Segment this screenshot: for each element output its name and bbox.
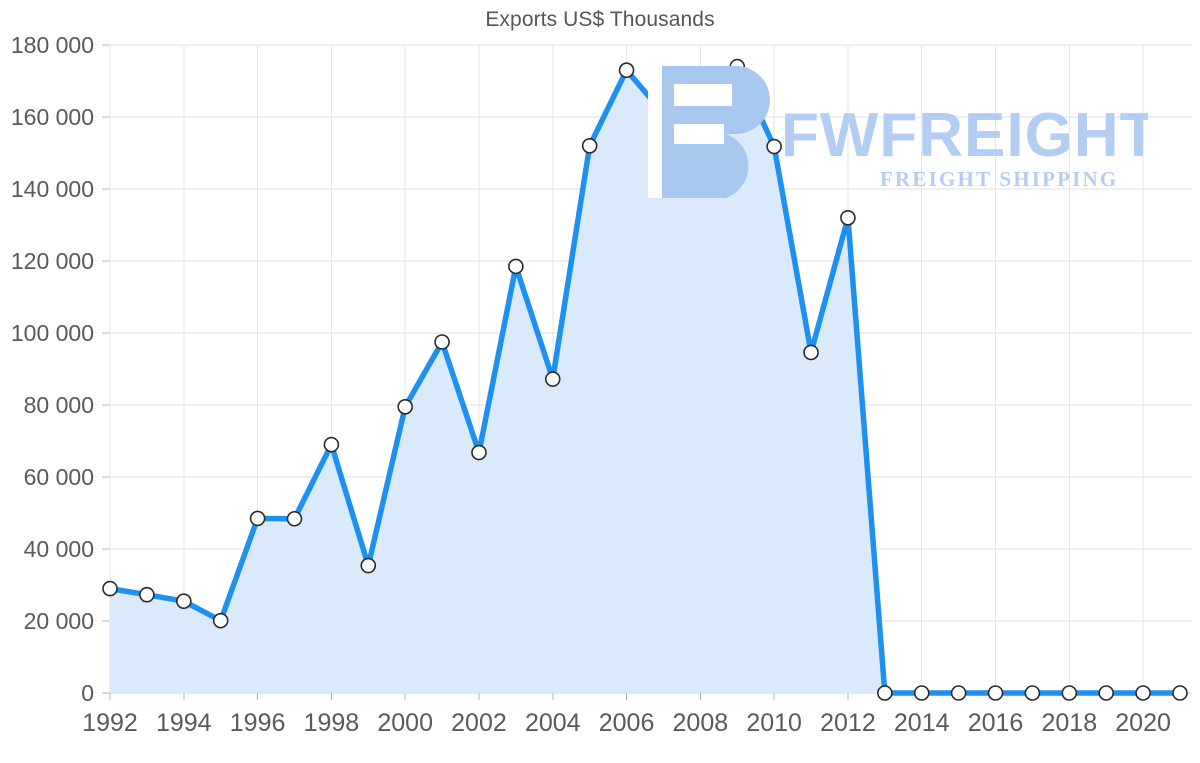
x-tick-label: 2002 bbox=[451, 709, 507, 737]
data-point bbox=[987, 685, 1004, 701]
x-tick-label: 2010 bbox=[746, 709, 802, 737]
data-point bbox=[581, 138, 598, 154]
data-point bbox=[323, 436, 340, 453]
data-point bbox=[692, 173, 709, 189]
y-tick-label: 0 bbox=[81, 680, 94, 706]
data-point bbox=[1061, 685, 1078, 701]
data-point bbox=[840, 210, 856, 226]
data-point bbox=[1135, 685, 1151, 701]
data-point bbox=[1098, 685, 1115, 701]
data-point bbox=[249, 510, 266, 527]
y-tick-label: 80 000 bbox=[24, 392, 94, 418]
series-area bbox=[110, 66, 1180, 694]
data-point bbox=[434, 334, 450, 350]
data-point bbox=[508, 258, 524, 275]
x-axis-tick-labels: 1992 1994 1996 1998 2000 2002 2004 2006 2008 2010… bbox=[82, 709, 1171, 737]
data-point bbox=[950, 685, 967, 701]
y-tick-label: 160 000 bbox=[11, 104, 94, 130]
y-tick-label: 60 000 bbox=[24, 464, 94, 490]
data-point bbox=[102, 580, 118, 597]
data-point bbox=[544, 371, 561, 387]
y-tick-label: 20 000 bbox=[24, 608, 94, 634]
data-point bbox=[729, 58, 746, 75]
x-tick-label: 1998 bbox=[304, 709, 360, 737]
x-tick-label: 1992 bbox=[82, 709, 138, 737]
series-markers bbox=[102, 58, 1188, 701]
data-point bbox=[1172, 685, 1188, 701]
y-tick-label: 100 000 bbox=[11, 320, 94, 346]
y-axis-tick-labels: 0 20 000 40 000 60 000 80 000 100 000 120 000 1… bbox=[11, 32, 94, 706]
x-tick-label: 2016 bbox=[968, 709, 1024, 737]
data-point bbox=[766, 138, 782, 155]
data-point bbox=[655, 105, 672, 122]
x-tick-label: 2012 bbox=[820, 709, 876, 737]
data-point bbox=[397, 398, 413, 415]
data-point bbox=[175, 593, 192, 610]
x-tick-label: 2014 bbox=[894, 709, 950, 737]
x-tick-label: 2004 bbox=[525, 709, 581, 737]
data-point bbox=[286, 510, 303, 527]
x-tick-label: 2020 bbox=[1115, 709, 1171, 737]
chart-title: Exports US$ Thousands bbox=[485, 8, 715, 31]
data-point bbox=[913, 685, 930, 701]
y-tick-label: 180 000 bbox=[11, 32, 94, 58]
x-tick-label: 2006 bbox=[599, 709, 655, 737]
y-tick-label: 140 000 bbox=[11, 176, 94, 202]
y-tick-label: 120 000 bbox=[11, 248, 94, 274]
x-tick-label: 2008 bbox=[673, 709, 729, 737]
data-point bbox=[471, 444, 487, 461]
data-point bbox=[360, 557, 377, 574]
data-point bbox=[618, 62, 635, 78]
data-point bbox=[877, 685, 893, 701]
x-tick-label: 1994 bbox=[156, 709, 212, 737]
x-tick-label: 1996 bbox=[230, 709, 286, 737]
x-tick-label: 2000 bbox=[377, 709, 433, 737]
x-tick-label: 2018 bbox=[1041, 709, 1097, 737]
data-point bbox=[1024, 685, 1041, 701]
data-point bbox=[212, 612, 229, 629]
data-point bbox=[803, 344, 819, 361]
data-point bbox=[139, 586, 155, 603]
y-tick-label: 40 000 bbox=[24, 536, 94, 562]
